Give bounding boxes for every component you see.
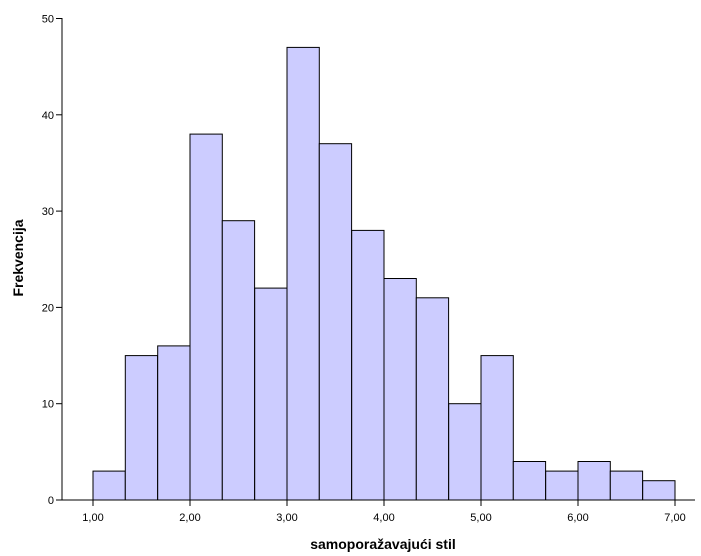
histogram-bar	[221, 220, 256, 501]
histogram-bar	[642, 480, 676, 501]
histogram-bar	[415, 297, 450, 501]
histogram-bar	[157, 345, 191, 501]
histogram-bar	[448, 403, 482, 501]
y-tick-label: 20	[42, 302, 54, 314]
histogram-bar	[512, 461, 547, 501]
x-axis: 1,00 2,00 3,00 4,00 5,00 6,00 7,00	[62, 499, 695, 524]
y-tick-label: 40	[42, 110, 54, 122]
x-tick-label: 1,00	[82, 512, 103, 524]
histogram-bar	[383, 278, 417, 501]
x-tick-label: 6,00	[567, 512, 588, 524]
histogram-bar	[318, 143, 353, 501]
histogram-bar	[480, 355, 514, 501]
histogram-bar	[286, 46, 320, 501]
y-tick-label: 10	[42, 399, 54, 411]
histogram-bar	[577, 461, 611, 501]
x-tick-label: 7,00	[664, 512, 685, 524]
histogram-bar	[124, 355, 159, 501]
x-axis-title: samoporažavajući stil	[310, 536, 456, 552]
x-tick-label: 4,00	[373, 512, 394, 524]
histogram-bar	[609, 470, 644, 501]
histogram-bars	[92, 46, 676, 501]
y-tick-label: 30	[42, 206, 54, 218]
y-tick-label: 50	[42, 14, 54, 26]
x-tick-label: 5,00	[470, 512, 491, 524]
y-tick-label: 0	[48, 495, 54, 507]
y-axis-title: Frekvencija	[10, 219, 26, 296]
histogram-bar	[189, 133, 223, 501]
x-tick-label: 3,00	[276, 512, 297, 524]
histogram-bar	[351, 229, 385, 501]
y-axis: 0 10 20 30 40 50	[42, 14, 63, 507]
x-tick-label: 2,00	[179, 512, 200, 524]
histogram-bar	[92, 470, 126, 501]
histogram-bar	[254, 287, 288, 501]
histogram-bar	[545, 470, 579, 501]
